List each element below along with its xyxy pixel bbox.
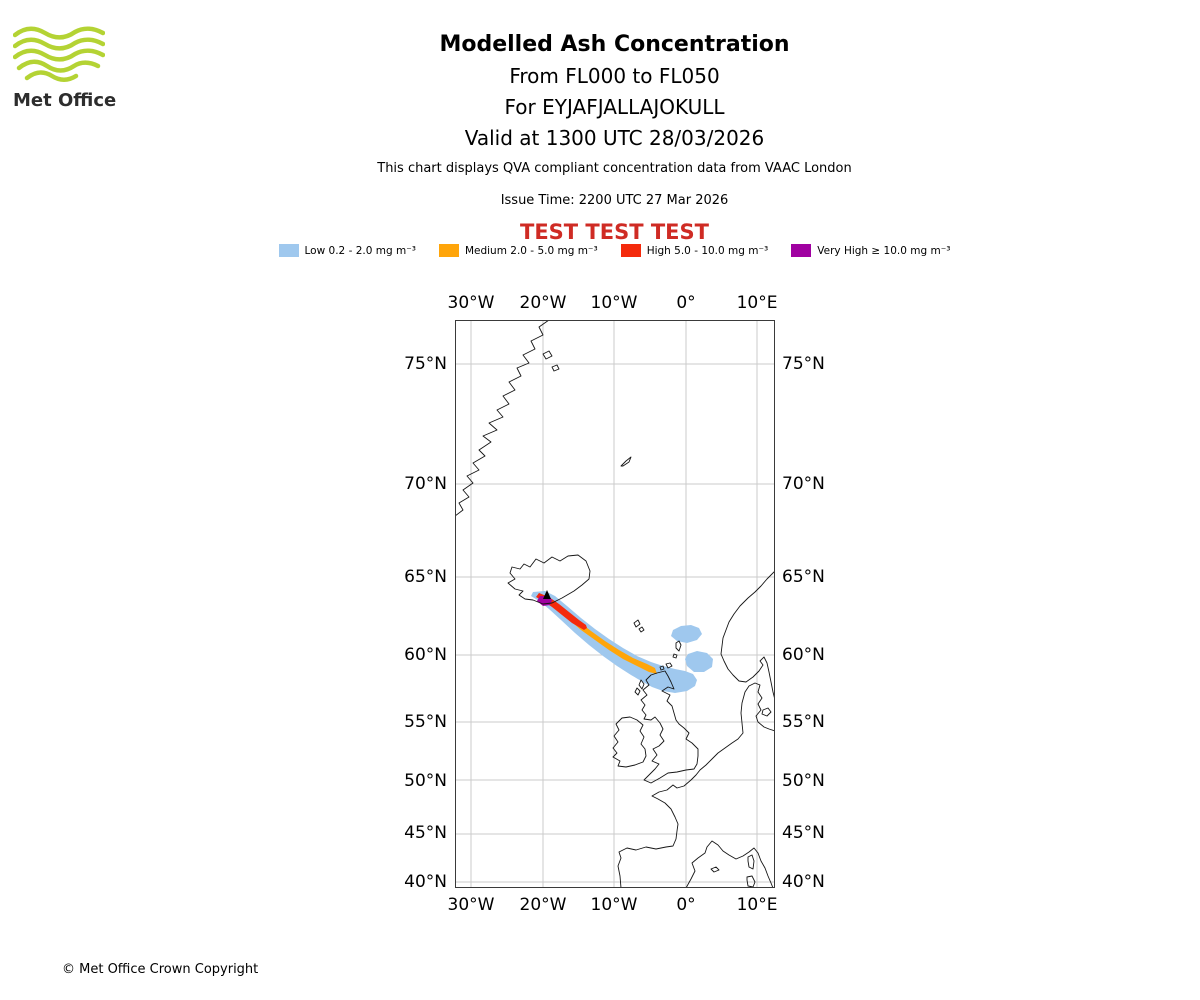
ash-plume [531,591,713,693]
map-panel [454,319,776,889]
lon-label-bottom-10w: 10°W [590,895,638,915]
flight-levels-subtitle: From FL000 to FL050 [509,64,720,88]
lat-label-right-55n: 55°N [782,712,825,732]
test-banner: TEST TEST TEST [520,220,709,244]
met-office-logo: Met Office [12,25,123,111]
iceland-coastline [507,554,591,605]
met-office-logo-text: Met Office [13,90,117,111]
valid-time-subtitle: Valid at 1300 UTC 28/03/2026 [464,126,765,150]
lon-label-bottom-20w: 20°W [519,895,567,915]
lat-label-left-40n: 40°N [404,872,447,892]
issue-time: Issue Time: 2200 UTC 27 Mar 2026 [500,193,729,208]
chart-title: Modelled Ash Concentration [439,32,790,57]
ash-contour-low-patch-north [671,625,702,643]
jan-mayen-island [620,456,632,467]
greenland-islets [542,350,560,372]
ash-contour-low-patch-south [685,651,713,672]
coastlines [454,319,776,889]
lat-label-right-60n: 60°N [782,645,825,665]
lon-label-top-20w: 20°W [519,293,567,313]
lat-label-left-65n: 65°N [404,567,447,587]
legend-swatch-low [278,244,299,257]
legend-item-high: High 5.0 - 10.0 mg m⁻³ [620,244,769,257]
legend-swatch-medium [438,244,459,257]
lat-label-right-50n: 50°N [782,771,825,791]
continental-europe-coastline [617,682,776,889]
met-office-waves-icon [12,26,106,82]
mediterranean-coastline [685,840,774,889]
zealand-island [761,707,772,717]
compliance-note: This chart displays QVA compliant concen… [377,161,852,176]
legend-label-medium: Medium 2.0 - 5.0 mg m⁻³ [464,244,598,257]
legend: Low 0.2 - 2.0 mg m⁻³ Medium 2.0 - 5.0 mg… [29,244,1200,257]
balearic-islands [710,866,720,873]
grid-lines [455,320,775,888]
norway-sweden-coastline [720,570,776,701]
legend-item-medium: Medium 2.0 - 5.0 mg m⁻³ [438,244,598,257]
lat-label-right-40n: 40°N [782,872,825,892]
lon-label-bottom-10e: 10°E [736,895,778,915]
lat-label-right-75n: 75°N [782,354,825,374]
copyright-notice: © Met Office Crown Copyright [62,962,259,977]
lat-label-right-65n: 65°N [782,567,825,587]
legend-swatch-very-high [791,244,812,257]
orkney-islands [659,662,673,671]
legend-label-high: High 5.0 - 10.0 mg m⁻³ [646,244,769,257]
lon-label-top-10w: 10°W [590,293,638,313]
map-canvas [454,319,776,889]
volcano-marker [543,590,551,599]
chart-header: Modelled Ash Concentration From FL000 to… [29,0,1200,245]
lat-label-left-55n: 55°N [404,712,447,732]
lat-label-left-60n: 60°N [404,645,447,665]
hebrides-islands [634,679,645,696]
legend-swatch-high [620,244,641,257]
lat-label-left-75n: 75°N [404,354,447,374]
lon-label-top-10e: 10°E [736,293,778,313]
lat-label-right-45n: 45°N [782,823,825,843]
map-border [455,320,775,888]
lon-label-bottom-0: 0° [676,895,696,915]
lon-label-bottom-30w: 30°W [447,895,495,915]
legend-label-very-high: Very High ≥ 10.0 mg m⁻³ [817,244,951,257]
legend-item-very-high: Very High ≥ 10.0 mg m⁻³ [791,244,950,257]
volcano-subtitle: For EYJAFJALLAJOKULL [504,95,725,119]
faroe-islands [633,619,645,633]
great-britain-coastline [640,670,699,784]
lat-label-left-70n: 70°N [404,474,447,494]
ireland-coastline [612,716,647,768]
lat-label-left-45n: 45°N [404,823,447,843]
legend-label-low: Low 0.2 - 2.0 mg m⁻³ [304,244,416,257]
greenland-coastline [454,319,550,517]
lat-label-right-70n: 70°N [782,474,825,494]
lat-label-left-50n: 50°N [404,771,447,791]
legend-item-low: Low 0.2 - 2.0 mg m⁻³ [278,244,416,257]
lon-label-top-30w: 30°W [447,293,495,313]
lon-label-top-0: 0° [676,293,696,313]
shetland-islands [672,640,682,659]
